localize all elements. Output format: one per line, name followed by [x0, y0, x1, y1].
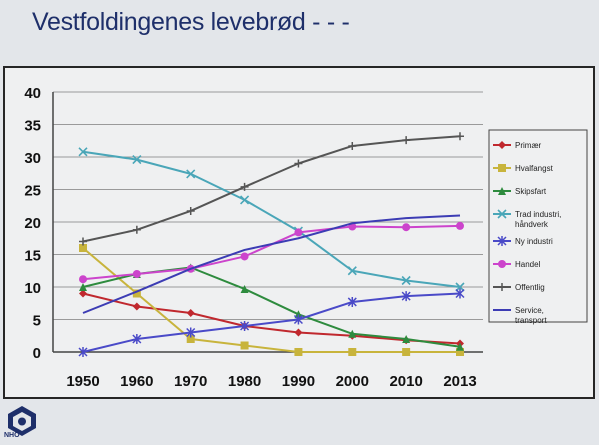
data-point — [186, 309, 195, 317]
series-line-1 — [82, 247, 460, 353]
data-point — [132, 225, 141, 234]
y-tick-label: 10 — [24, 280, 41, 297]
data-point — [347, 266, 357, 276]
data-point — [456, 221, 464, 230]
data-point — [456, 342, 464, 351]
data-point — [78, 147, 88, 157]
data-point — [240, 284, 249, 293]
y-tick-label: 0 — [33, 345, 41, 362]
data-point — [294, 348, 303, 356]
data-point — [294, 310, 303, 319]
data-point — [132, 289, 141, 298]
data-point — [348, 348, 357, 356]
data-point — [402, 335, 411, 343]
y-tick-label: 40 — [24, 85, 41, 102]
legend-marker — [498, 164, 506, 172]
data-point — [132, 155, 142, 165]
y-tick-label: 20 — [24, 215, 41, 232]
series-line-3 — [82, 150, 461, 288]
y-tick-label: 25 — [24, 183, 41, 200]
legend-label-3: Trad industri, håndverk — [515, 210, 561, 229]
legend-marker — [498, 187, 506, 195]
y-tick-label: 15 — [24, 248, 41, 265]
data-point — [294, 328, 303, 337]
legend-label-6: Offentlig — [515, 283, 545, 292]
data-point — [79, 244, 87, 252]
data-point — [240, 252, 249, 261]
data-point — [186, 335, 195, 343]
legend-box — [488, 129, 588, 323]
legend-label-1: Hvalfangst — [515, 164, 554, 173]
data-point — [132, 270, 141, 278]
data-point — [401, 291, 411, 302]
data-point — [78, 347, 88, 357]
legend-label-5: Handel — [515, 260, 541, 269]
data-point — [186, 327, 196, 338]
data-point — [293, 314, 303, 325]
legend-label-0: Primær — [515, 141, 542, 150]
data-point — [186, 169, 196, 179]
data-point — [132, 302, 141, 311]
x-tick-label: 2013 — [443, 373, 476, 390]
y-tick-label: 35 — [24, 118, 41, 135]
data-point — [348, 329, 357, 338]
x-tick-label: 2010 — [389, 373, 422, 390]
line-chart: 0 5 10 15 20 25 30 35 40 1950 1960 1970 1980 1990 2000… — [24, 85, 588, 390]
data-point — [347, 296, 357, 307]
legend-label-4: Ny industri — [515, 237, 553, 246]
legend-marker — [497, 236, 507, 246]
data-point — [240, 341, 249, 350]
series-line-4 — [82, 292, 461, 353]
data-point — [79, 289, 87, 298]
y-tick-label: 5 — [33, 313, 41, 330]
data-point — [79, 237, 87, 246]
x-tick-label: 1970 — [174, 373, 207, 390]
legend-label-2: Skipsfart — [515, 187, 547, 196]
data-point — [294, 159, 303, 168]
series-line-7 — [82, 214, 461, 314]
legend-marker — [498, 141, 506, 149]
legend-marker — [498, 283, 506, 291]
data-point — [402, 223, 411, 232]
x-tick-label: 1960 — [120, 373, 153, 390]
data-point — [456, 132, 464, 141]
data-point — [348, 141, 357, 150]
legend-label-7: Service, transport — [515, 306, 547, 325]
slide-title: Vestfoldingenes levebrød - - - — [32, 8, 350, 36]
y-tick-label: 30 — [24, 150, 41, 167]
series-line-6 — [82, 135, 461, 243]
data-point — [401, 275, 411, 286]
data-point — [79, 283, 87, 291]
data-point — [294, 228, 303, 237]
data-point — [240, 195, 250, 205]
logo-text: NHO — [4, 432, 20, 439]
series-line-0 — [82, 292, 461, 345]
data-point — [456, 348, 464, 356]
nho-logo — [8, 406, 36, 436]
data-point — [455, 288, 465, 299]
data-point — [402, 348, 411, 356]
data-point — [455, 282, 465, 292]
data-point — [402, 136, 411, 145]
x-tick-label: 1980 — [228, 373, 261, 390]
x-tick-label: 1990 — [282, 373, 315, 390]
data-point — [240, 321, 250, 331]
x-tick-label: 1950 — [66, 373, 99, 390]
chart-frame: 0 5 10 15 20 25 30 35 40 1950 1960 1970 1980 1990 2000… — [3, 66, 595, 399]
legend-marker — [497, 209, 507, 219]
data-point — [240, 182, 249, 191]
legend-marker — [498, 260, 506, 268]
x-tick-label: 2000 — [336, 373, 369, 390]
data-point — [132, 334, 142, 344]
data-point — [186, 206, 195, 215]
data-point — [79, 275, 87, 284]
